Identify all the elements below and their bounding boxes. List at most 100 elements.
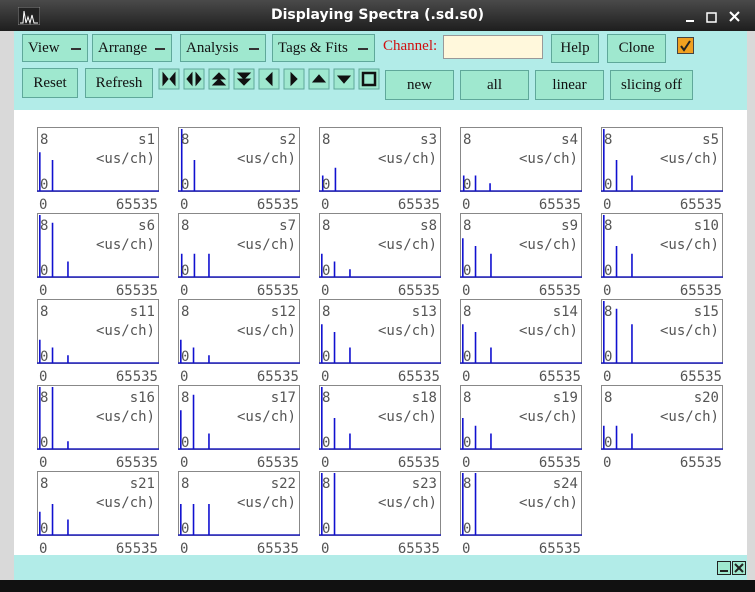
- y-min-label: 0: [463, 521, 471, 537]
- spectrum-unit: <us/ch): [96, 323, 155, 339]
- spectrum-frame: [601, 127, 723, 192]
- checkbox[interactable]: [677, 37, 694, 54]
- spectrum-name: s8: [420, 218, 437, 234]
- help-button[interactable]: Help: [551, 34, 599, 63]
- x-min-label: 0: [39, 283, 47, 299]
- x-min-label: 0: [180, 541, 188, 557]
- spectrum-unit: <us/ch): [96, 151, 155, 167]
- x-max-label: 65535: [680, 455, 722, 471]
- y-max-label: 8: [322, 476, 330, 492]
- menu-button[interactable]: Analysis: [180, 34, 266, 62]
- x-max-label: 65535: [257, 197, 299, 213]
- spectrum-frame: [460, 299, 582, 364]
- spectrum-unit: <us/ch): [96, 409, 155, 425]
- linear-button[interactable]: linear: [535, 70, 604, 100]
- window-controls[interactable]: [680, 6, 750, 26]
- status-bar: [14, 555, 747, 580]
- spectrum-frame: [601, 213, 723, 278]
- app-icon: [18, 7, 40, 25]
- spectrum-frame: [37, 213, 159, 278]
- menu-button[interactable]: View: [22, 34, 88, 62]
- x-min-label: 0: [39, 455, 47, 471]
- menu-button[interactable]: Tags & Fits: [272, 34, 375, 62]
- x-max-label: 65535: [116, 369, 158, 385]
- spectrum-frame: [37, 127, 159, 192]
- x-max-label: 65535: [257, 283, 299, 299]
- y-min-label: 0: [604, 177, 612, 193]
- y-max-label: 8: [40, 476, 48, 492]
- y-max-label: 8: [40, 218, 48, 234]
- x-max-label: 65535: [539, 541, 581, 557]
- channel-input[interactable]: [443, 35, 543, 59]
- spectrum-frame: [178, 385, 300, 450]
- y-max-label: 8: [463, 476, 471, 492]
- y-min-label: 0: [322, 177, 330, 193]
- spectrum-name: s19: [553, 390, 578, 406]
- spectrum-name: s16: [130, 390, 155, 406]
- spectrum-unit: <us/ch): [237, 151, 296, 167]
- check-mark: [680, 40, 691, 52]
- spectrum-name: s20: [694, 390, 719, 406]
- spectrum-unit: <us/ch): [519, 323, 578, 339]
- spectrum-name: s10: [694, 218, 719, 234]
- y-max-label: 8: [604, 304, 612, 320]
- y-min-label: 0: [463, 177, 471, 193]
- status-icons[interactable]: [717, 561, 747, 575]
- y-max-label: 8: [322, 304, 330, 320]
- spectrum-frame: [178, 127, 300, 192]
- x-max-label: 65535: [116, 197, 158, 213]
- x-min-label: 0: [180, 455, 188, 471]
- y-min-label: 0: [604, 349, 612, 365]
- spectrum-unit: <us/ch): [660, 323, 719, 339]
- slicing-button[interactable]: slicing off: [610, 70, 693, 100]
- x-min-label: 0: [603, 283, 611, 299]
- y-min-label: 0: [604, 263, 612, 279]
- y-max-label: 8: [181, 476, 189, 492]
- spectrum-frame: [460, 471, 582, 536]
- nav-icons[interactable]: [158, 68, 383, 92]
- reset-button[interactable]: Reset: [22, 68, 78, 98]
- x-min-label: 0: [462, 197, 470, 213]
- x-max-label: 65535: [539, 455, 581, 471]
- spectrum-name: s23: [412, 476, 437, 492]
- spectrum-name: s17: [271, 390, 296, 406]
- x-min-label: 0: [180, 197, 188, 213]
- x-min-label: 0: [321, 283, 329, 299]
- spectrum-unit: <us/ch): [96, 495, 155, 511]
- y-max-label: 8: [463, 132, 471, 148]
- spectrum-name: s4: [561, 132, 578, 148]
- spectrum-name: s3: [420, 132, 437, 148]
- new-button[interactable]: new: [385, 70, 454, 100]
- y-min-label: 0: [322, 435, 330, 451]
- spectrum-name: s11: [130, 304, 155, 320]
- x-max-label: 65535: [539, 197, 581, 213]
- y-max-label: 8: [181, 304, 189, 320]
- x-min-label: 0: [321, 369, 329, 385]
- menu-button[interactable]: Arrange: [92, 34, 172, 62]
- all-button[interactable]: all: [460, 70, 529, 100]
- x-min-label: 0: [603, 197, 611, 213]
- x-max-label: 65535: [257, 455, 299, 471]
- x-max-label: 65535: [398, 541, 440, 557]
- x-max-label: 65535: [257, 541, 299, 557]
- y-min-label: 0: [181, 435, 189, 451]
- x-min-label: 0: [462, 455, 470, 471]
- y-max-label: 8: [181, 132, 189, 148]
- y-min-label: 0: [40, 521, 48, 537]
- spectrum-frame: [178, 213, 300, 278]
- refresh-button[interactable]: Refresh: [85, 68, 153, 98]
- x-max-label: 65535: [680, 283, 722, 299]
- y-max-label: 8: [604, 132, 612, 148]
- x-max-label: 65535: [539, 283, 581, 299]
- y-min-label: 0: [181, 349, 189, 365]
- spectrum-unit: <us/ch): [237, 495, 296, 511]
- spectrum-unit: <us/ch): [660, 151, 719, 167]
- spectrum-frame: [319, 213, 441, 278]
- clone-button[interactable]: Clone: [607, 34, 666, 63]
- y-min-label: 0: [322, 349, 330, 365]
- y-min-label: 0: [604, 435, 612, 451]
- spectrum-frame: [319, 385, 441, 450]
- channel-label: Channel:: [383, 38, 438, 54]
